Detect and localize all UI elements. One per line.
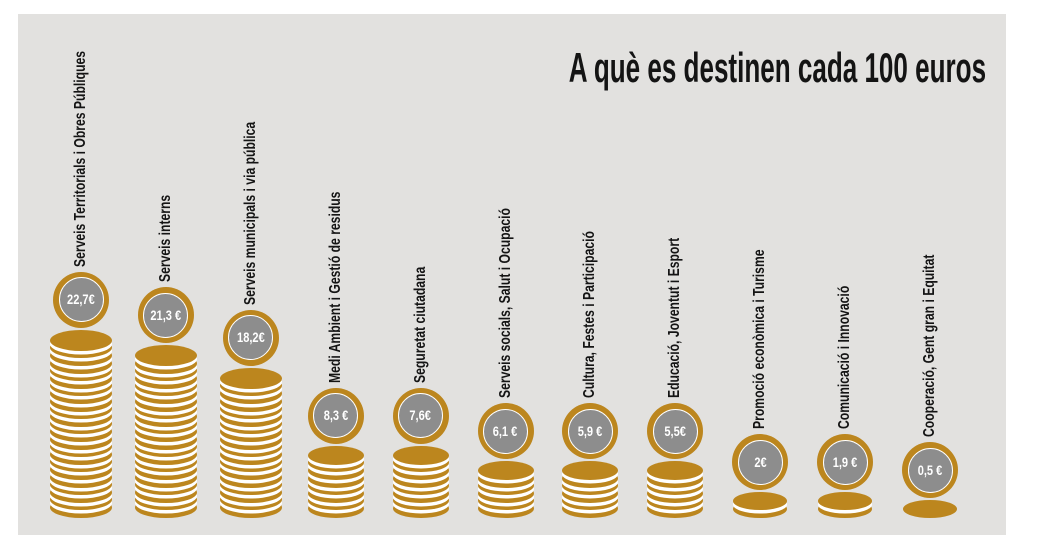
coin-stack [134, 345, 197, 518]
coin-value-label: 7,6€ [409, 408, 432, 424]
coin-stack [903, 500, 957, 518]
coin-value-label: 0,5 € [917, 462, 943, 478]
coin-stack [307, 445, 364, 519]
coin-stack [477, 461, 534, 518]
category-label: Cooperació, Gent gran i Equitat [921, 254, 938, 437]
coin [562, 461, 619, 480]
coin-value-badge: 0,5 € [902, 442, 958, 498]
coin-stack [647, 461, 704, 518]
coin-value-badge: 1,9 € [817, 434, 874, 491]
coin-value-label: 22,7€ [67, 292, 95, 308]
coin-face: 18,2€ [228, 315, 274, 361]
coin [307, 445, 364, 465]
coin-value-badge: 7,6€ [392, 387, 449, 444]
coin-face: 2€ [737, 439, 783, 485]
coin-value-label: 1,9 € [832, 454, 858, 470]
coin-value-label: 8,3 € [323, 408, 349, 424]
coin [477, 461, 534, 480]
category-label: Serveis Territorials i Obres Públiques [72, 50, 89, 267]
category-label: Serveis interns [156, 194, 174, 282]
category-label: Educació, Joventut i Esport [666, 237, 684, 398]
category-label: Promoció econòmica i Turisme [751, 249, 769, 430]
coin-value-label: 6,1 € [493, 423, 518, 439]
coin [50, 329, 112, 351]
coin-face: 6,1 € [483, 408, 528, 454]
category-label: Comunicació i Innovació [836, 286, 854, 430]
coin-value-badge: 5,9 € [562, 403, 619, 459]
coin [392, 445, 449, 465]
coin-value-badge: 6,1 € [477, 403, 534, 459]
coin-face: 8,3 € [313, 393, 359, 439]
coin [219, 367, 282, 389]
coin-value-badge: 2€ [732, 434, 789, 491]
coin-face: 5,9 € [567, 408, 613, 454]
category-label: Serveis municipals i via pública [241, 121, 259, 305]
category-label: Seguretat ciutadana [411, 266, 429, 383]
coin-face: 21,3 € [143, 292, 189, 338]
coin [134, 345, 197, 366]
coin-value-badge: 21,3 € [137, 287, 194, 343]
coin-face: 22,7€ [58, 277, 104, 323]
coin-face: 1,9 € [822, 439, 868, 485]
category-label: Serveis socials, Salut i Ocupació [496, 208, 514, 398]
coin [647, 461, 704, 480]
coin-value-badge: 5,5€ [647, 403, 704, 459]
coin-stack [562, 461, 619, 518]
coin-face: 0,5 € [907, 447, 953, 493]
category-label: Cultura, Festes i Participació [581, 231, 599, 398]
coin-value-badge: 8,3 € [307, 387, 364, 444]
chart-title: A què es destinen cada 100 euros [568, 44, 986, 91]
coin-stack [392, 445, 449, 519]
coin [733, 492, 788, 511]
coin-stack [50, 329, 112, 519]
coin-value-label: 18,2€ [236, 330, 265, 346]
coin-stack [219, 367, 282, 519]
coin-value-label: 2€ [754, 454, 767, 470]
coin-face: 5,5€ [652, 408, 698, 454]
coin [903, 500, 957, 518]
coin-value-label: 5,9 € [578, 423, 603, 439]
coin-value-badge: 18,2€ [222, 309, 279, 366]
coin [818, 492, 873, 511]
coin-value-label: 21,3 € [150, 307, 182, 323]
coin-face: 7,6€ [398, 393, 444, 439]
chart-panel: A què es destinen cada 100 euros Serveis… [18, 14, 1006, 535]
coin-stack [818, 492, 873, 518]
coin-value-badge: 22,7€ [53, 271, 109, 328]
category-label: Medi Ambient i Gestió de residus [326, 191, 344, 383]
coin-value-label: 5,5€ [664, 423, 687, 439]
coin-stack [733, 492, 788, 518]
